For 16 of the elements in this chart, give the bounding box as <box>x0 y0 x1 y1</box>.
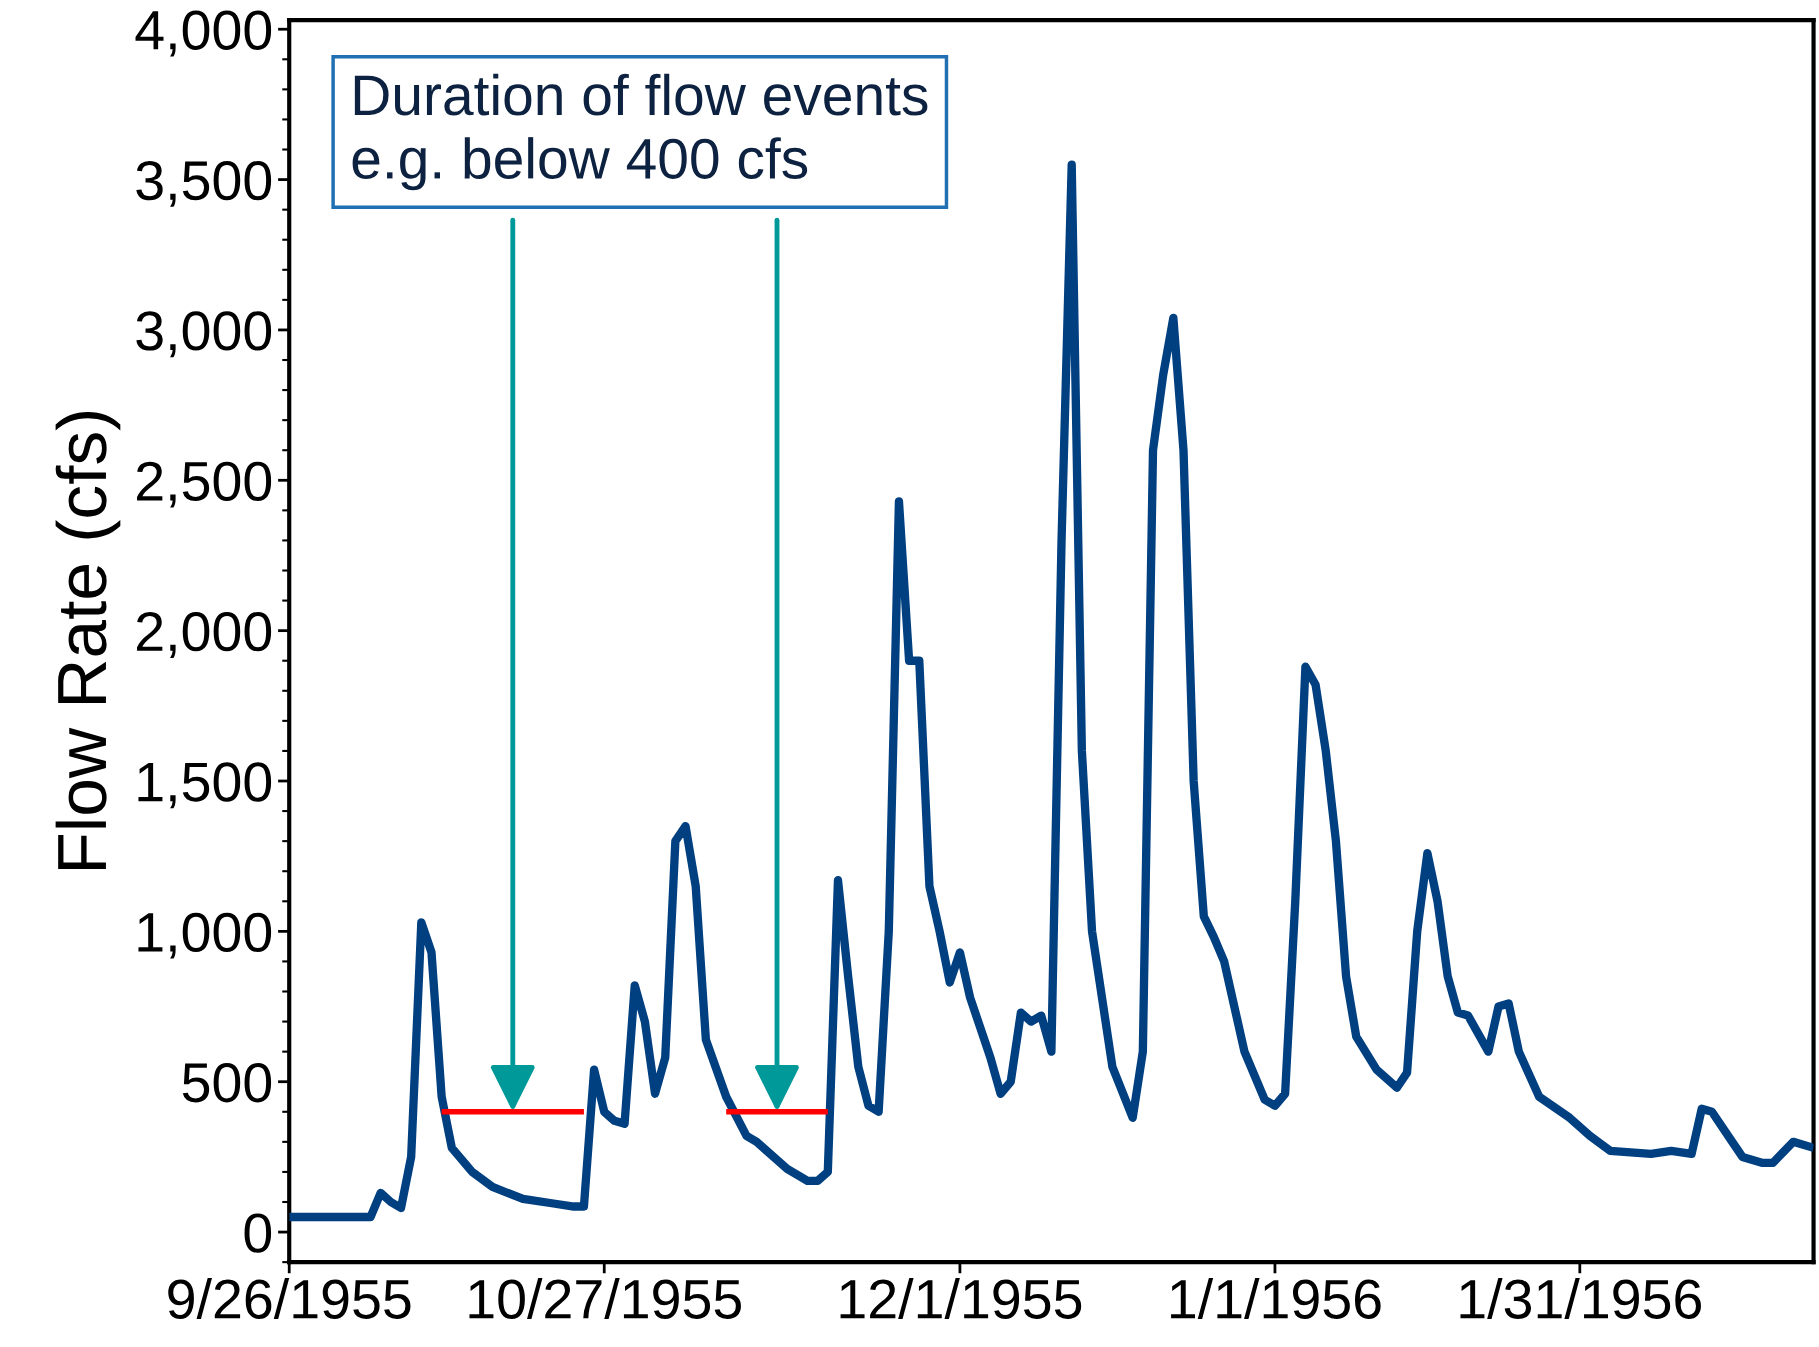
y-tick-label: 500 <box>182 1063 272 1103</box>
y-tick-label: 1,500 <box>138 762 272 809</box>
x-tick-label: 1/31/1956 <box>1460 1278 1701 1319</box>
x-tick-label: 9/26/1955 <box>168 1278 411 1319</box>
annotation: Duration of flow events e.g. below 400 cfs <box>352 73 928 191</box>
y-tick-label: 4,000 <box>135 10 272 57</box>
y-tick-label: 1,000 <box>138 912 272 959</box>
x-tick-label: 12/1/1955 <box>840 1278 1082 1319</box>
y-tick-label: 3,000 <box>136 311 272 358</box>
y-tick-label: 0 <box>244 1213 272 1253</box>
y-tick-label: 2,000 <box>137 611 272 658</box>
x-tick-label: 10/27/1955 <box>469 1278 741 1319</box>
x-tick-label: 1/1/1956 <box>1171 1278 1381 1319</box>
y-tick-label: 3,500 <box>136 160 272 207</box>
y-axis-title: Flow Rate (cfs) <box>55 412 121 869</box>
y-tick-label: 2,500 <box>137 461 272 508</box>
